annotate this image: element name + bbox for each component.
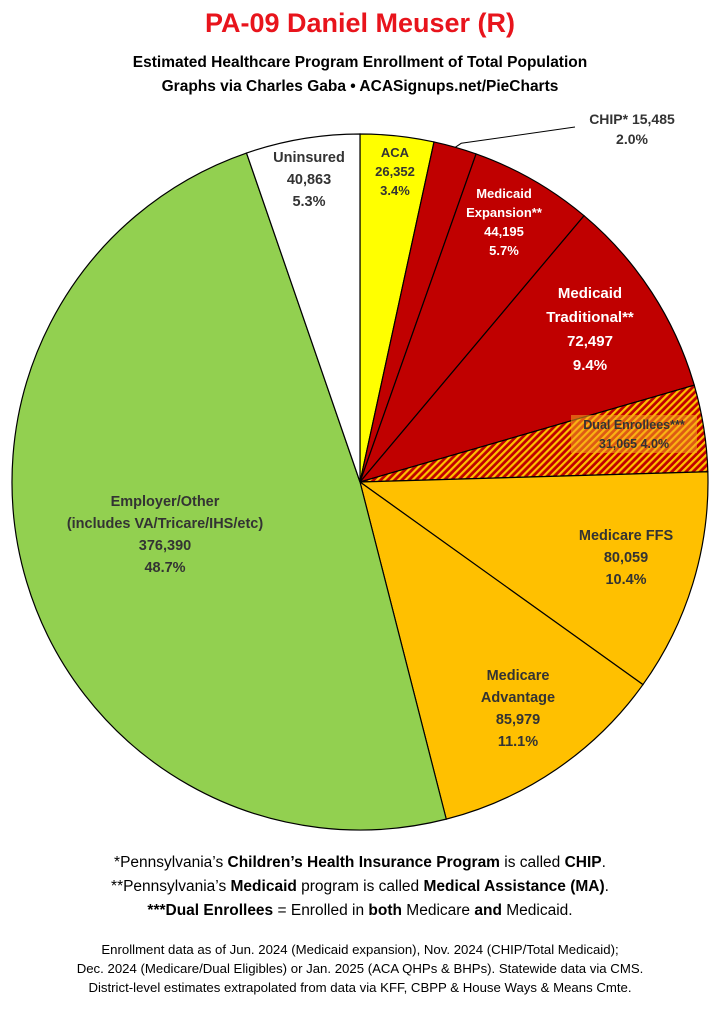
label-employer: Employer/Other (includes VA/Tricare/IHS/e… [67,494,264,576]
source-line-3: District-level estimates extrapolated fr… [88,980,632,995]
source-line-1: Enrollment data as of Jun. 2024 (Medicai… [101,942,619,957]
pie-labels: ACA 26,352 3.4% CHIP* 15,485 2.0% Medicaid Exp… [67,111,697,750]
label-chip: CHIP* 15,485 2.0% [589,111,675,147]
source-notes: Enrollment data as of Jun. 2024 (Medicai… [0,940,720,997]
footnote-3: ***Dual Enrollees = Enrolled in both Med… [147,902,573,919]
slice-medicaid_traditional [358,214,695,484]
footnote-2: **Pennsylvania’s Medicaid program is cal… [111,878,609,895]
subtitle-line-1: Estimated Healthcare Program Enrollment … [132,54,588,71]
page-title: PA-09 Daniel Meuser (R) [204,8,516,38]
label-aca: ACA 26,352 3.4% [375,145,415,198]
source-line-2: Dec. 2024 (Medicare/Dual Eligibles) or J… [76,961,644,976]
subtitle-line-2: Graphs via Charles Gaba • ACASignups.net… [161,78,559,95]
subtitle: Estimated Healthcare Program Enrollment … [0,51,720,99]
slice-uninsured [245,133,361,483]
slice-employer [11,152,447,831]
slice-medicare_ffs [358,471,709,686]
footnote-1: *Pennsylvania’s Children’s Health Insura… [114,854,606,871]
label-medicare_ffs: Medicare FFS 80,059 10.4% [579,528,674,588]
footnotes: *Pennsylvania’s Children’s Health Insura… [0,851,720,923]
pie-slices [11,133,709,831]
slice-medicare_advantage [359,480,644,820]
label-medicare_advantage: Medicare Advantage 85,979 11.1% [481,668,555,750]
label-medicaid_traditional: Medicaid Traditional** 72,497 9.4% [546,285,634,374]
label-dual: Dual Enrollees*** 31,065 4.0% [583,418,685,451]
chip-leader-line [454,126,576,148]
slice-medicaid_expansion [359,153,585,483]
dual-label-box [571,415,697,453]
label-uninsured: Uninsured 40,863 5.3% [273,150,345,210]
label-medicaid_expansion: Medicaid Expansion** 44,195 5.7% [466,186,543,258]
